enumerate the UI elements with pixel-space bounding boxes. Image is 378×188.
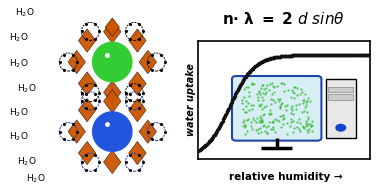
Polygon shape [68,120,85,143]
Polygon shape [129,72,146,95]
Text: H$_2$O: H$_2$O [26,172,46,185]
FancyBboxPatch shape [232,76,321,141]
Polygon shape [129,141,146,165]
Polygon shape [104,81,121,104]
Text: H$_2$O: H$_2$O [9,58,29,70]
Polygon shape [129,29,146,52]
Polygon shape [68,50,85,74]
Text: water uptake: water uptake [186,63,196,136]
Polygon shape [104,150,121,174]
Polygon shape [104,89,121,113]
Circle shape [93,42,132,82]
Text: $\mathbf{n{\cdot}\ \lambda\ =\ }$$\mathbf{2}$ $\mathit{d}$ $\mathit{sin\theta}$: $\mathbf{n{\cdot}\ \lambda\ =\ }$$\mathb… [222,11,345,27]
Text: H$_2$O: H$_2$O [15,7,34,19]
Text: H$_2$O: H$_2$O [9,131,29,143]
Polygon shape [129,99,146,122]
Text: relative humidity →: relative humidity → [229,172,342,182]
Text: H$_2$O: H$_2$O [9,107,29,119]
Text: H$_2$O: H$_2$O [9,31,29,44]
Text: H$_2$O: H$_2$O [17,155,36,168]
Polygon shape [78,29,96,52]
Circle shape [336,124,345,131]
Bar [328,94,353,99]
Polygon shape [105,18,119,36]
Polygon shape [78,141,96,165]
Bar [328,87,353,92]
Polygon shape [139,120,156,143]
Text: H$_2$O: H$_2$O [17,82,36,95]
Bar [326,79,356,138]
Circle shape [93,112,132,151]
Polygon shape [104,20,121,43]
Polygon shape [78,72,96,95]
Polygon shape [78,99,96,122]
Polygon shape [139,50,156,74]
